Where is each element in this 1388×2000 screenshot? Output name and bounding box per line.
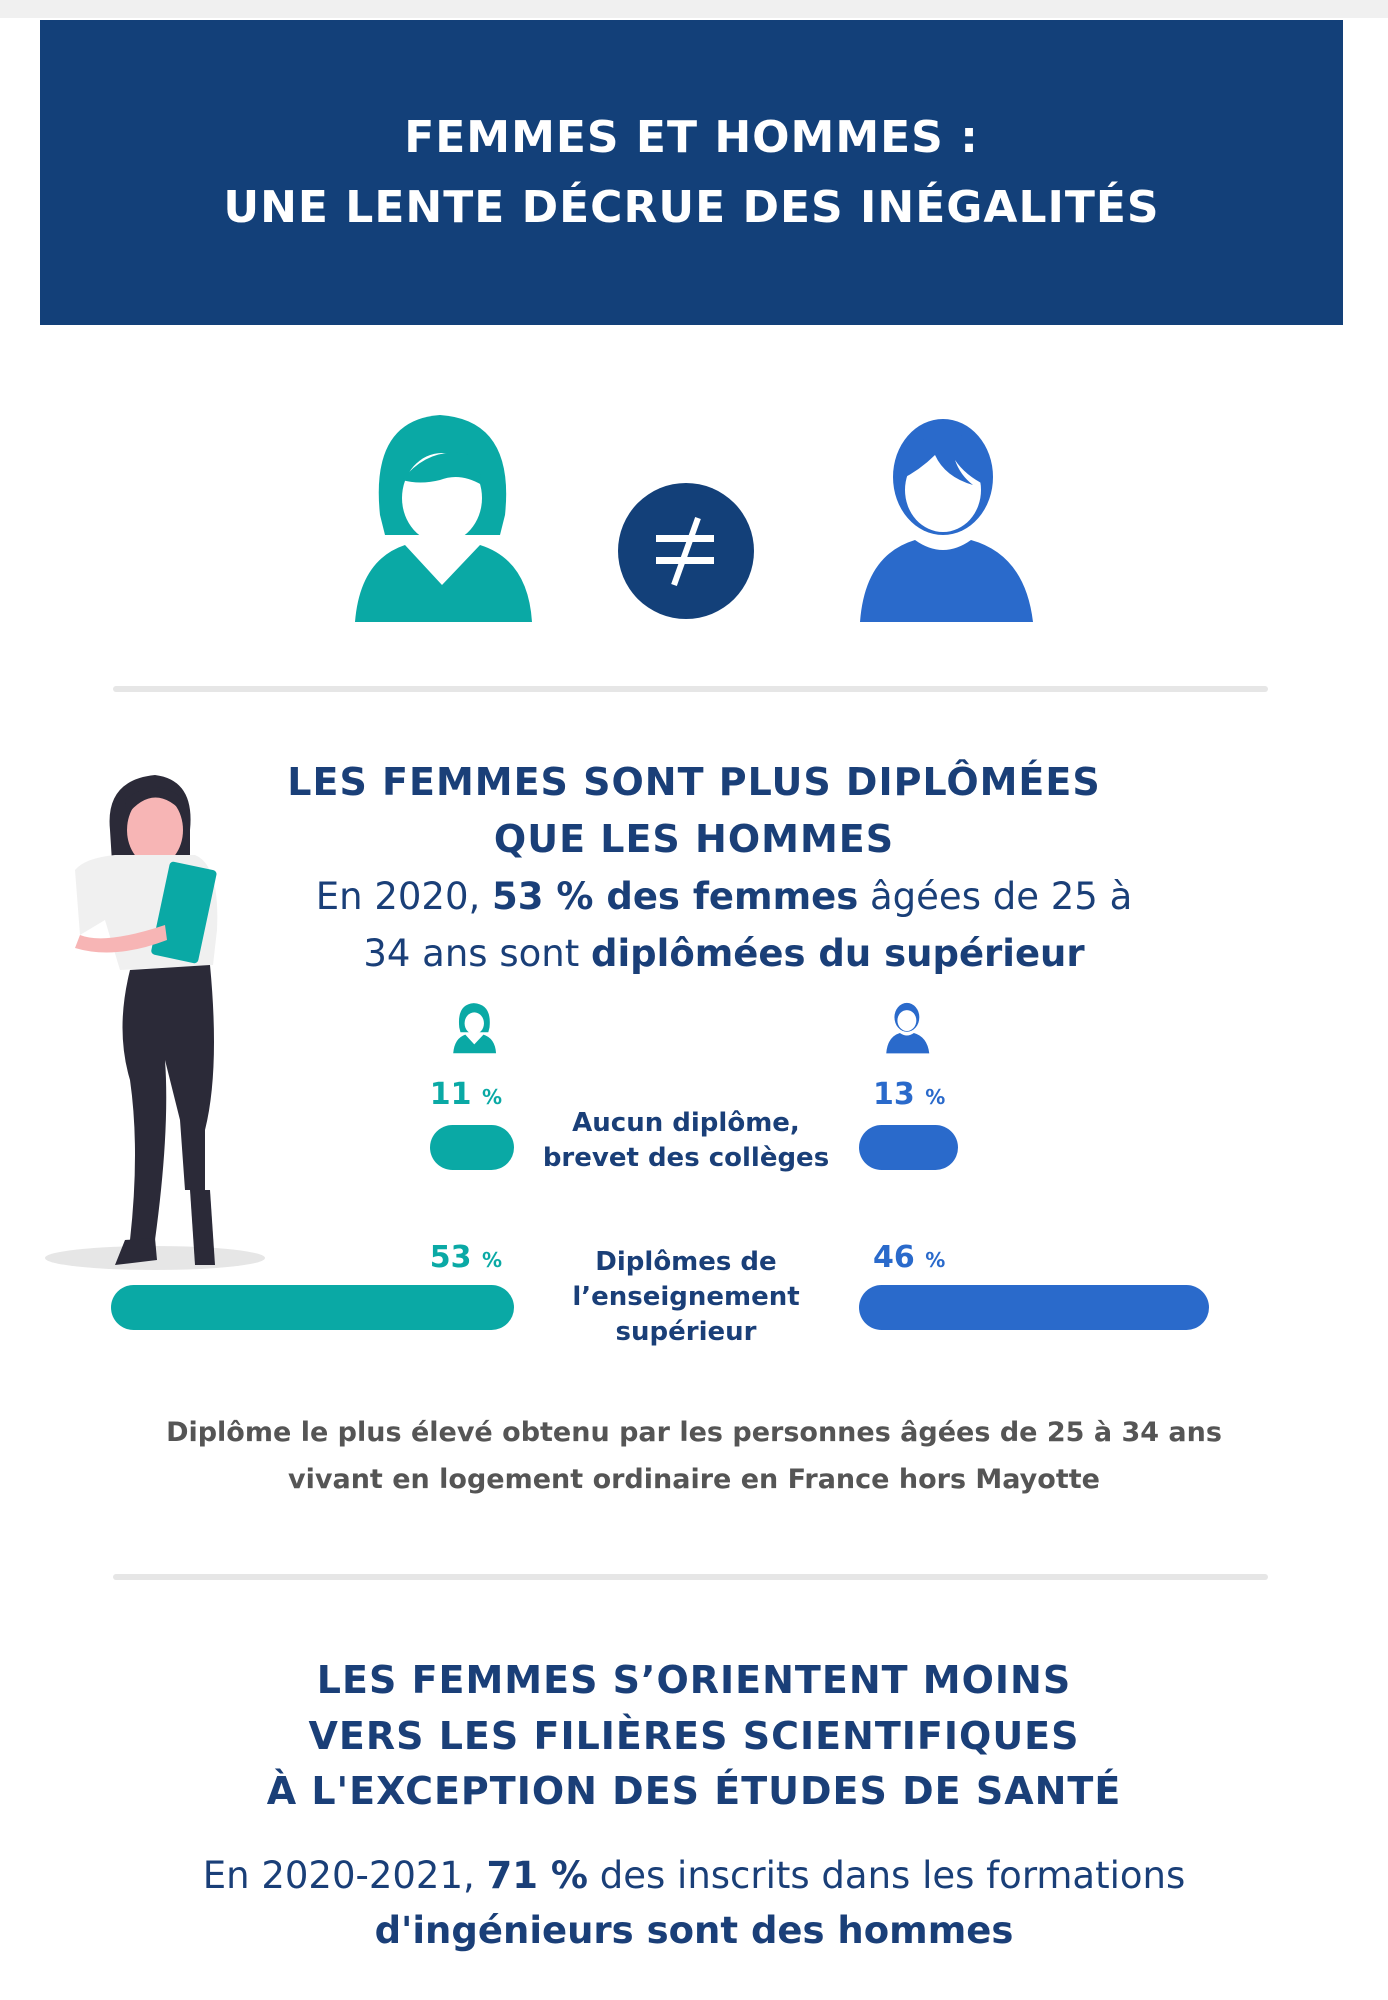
section2-heading-line3: À L'EXCEPTION DES ÉTUDES DE SANTÉ (266, 1769, 1122, 1813)
section2-heading-line1: LES FEMMES S’ORIENTENT MOINS (316, 1658, 1072, 1702)
section1-heading-line2: QUE LES HOMMES (493, 817, 895, 861)
header-banner (40, 20, 1343, 325)
chart-caption-line1: Diplôme le plus élevé obtenu par les per… (166, 1417, 1222, 1448)
woman-icon (453, 1003, 497, 1054)
category-label-no-diploma: Aucun diplôme, brevet des collèges (542, 1108, 830, 1173)
woman-avatar-icon (355, 415, 532, 622)
section1-subtext-line2: 34 ans sont diplômées du supérieur (363, 932, 1085, 975)
section1-subtext-line1: En 2020, 53 % des femmes âgées de 25 à (315, 875, 1133, 918)
men-bar-higher-ed (859, 1285, 1209, 1330)
women-bar-no-diploma (430, 1125, 514, 1170)
man-icon (886, 1002, 930, 1054)
chart-caption-line2: vivant en logement ordinaire en France h… (288, 1464, 1100, 1495)
men-bar-no-diploma (859, 1125, 958, 1170)
section2-heading-line2: VERS LES FILIÈRES SCIENTIFIQUES (308, 1714, 1080, 1758)
men-value-label-no-diploma: 13 % (873, 1077, 946, 1112)
women-value-label-higher-ed: 53 % (429, 1240, 502, 1275)
top-bar (0, 0, 1388, 18)
men-value-label-higher-ed: 46 % (873, 1240, 946, 1275)
page-title-line1: FEMMES ET HOMMES : (404, 112, 979, 163)
section1-heading-line1: LES FEMMES SONT PLUS DIPLÔMÉES (287, 760, 1101, 804)
man-avatar-icon (860, 419, 1033, 622)
section-divider (113, 686, 1268, 692)
women-value-label-no-diploma: 11 % (429, 1077, 502, 1112)
section2-subtext-line2: d'ingénieurs sont des hommes (374, 1909, 1014, 1952)
category-label-higher-ed: Diplômes de l’enseignement supérieur (572, 1247, 800, 1347)
section-divider (113, 1574, 1268, 1580)
page-title-line2: UNE LENTE DÉCRUE DES INÉGALITÉS (223, 182, 1160, 233)
woman-with-book-illustration (45, 775, 265, 1270)
section2-subtext-line1: En 2020-2021, 71 % des inscrits dans les… (202, 1854, 1186, 1897)
women-bar-higher-ed (111, 1285, 514, 1330)
not-equal-icon (618, 483, 754, 619)
